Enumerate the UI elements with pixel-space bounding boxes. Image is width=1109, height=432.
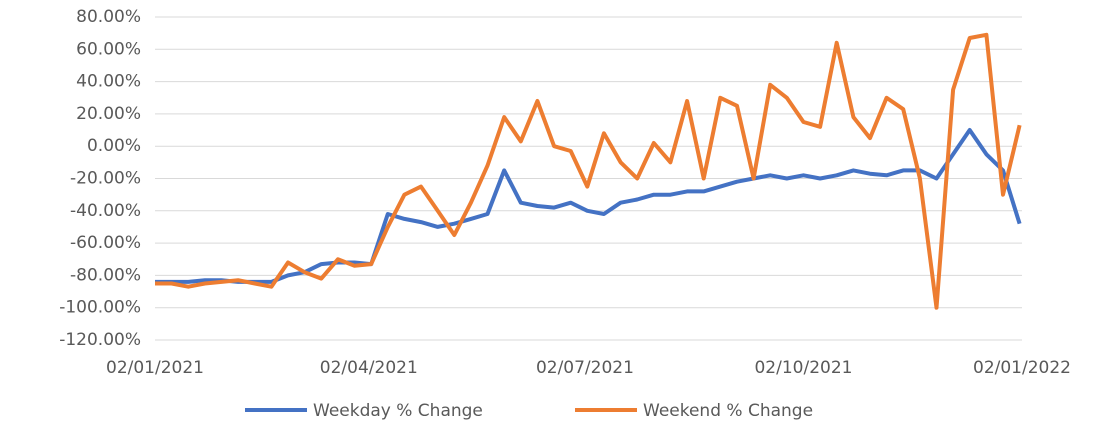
y-tick-label: 80.00% [76,7,141,27]
y-tick-label: -100.00% [59,298,141,318]
x-tick-label: 02/07/2021 [536,358,634,378]
y-tick-label: 60.00% [76,39,141,59]
x-tick-label: 02/04/2021 [320,358,418,378]
y-tick-label: -40.00% [70,201,141,221]
y-tick-label: 20.00% [76,104,141,124]
legend-label: Weekday % Change [313,401,483,421]
x-tick-label: 02/01/2021 [106,358,204,378]
series-line [155,128,1022,284]
y-tick-label: 40.00% [76,72,141,92]
y-tick-label: -20.00% [70,169,141,189]
x-tick-label: 02/01/2022 [973,358,1071,378]
legend-label: Weekend % Change [643,401,813,421]
y-tick-label: -80.00% [70,265,141,285]
x-tick-label: 02/10/2021 [754,358,852,378]
y-tick-label: 0.00% [87,136,141,156]
y-tick-label: -60.00% [70,233,141,253]
y-tick-label: -120.00% [59,330,141,350]
series-line [155,32,1022,310]
